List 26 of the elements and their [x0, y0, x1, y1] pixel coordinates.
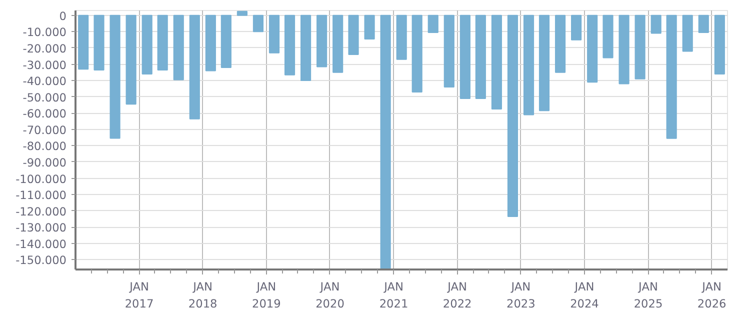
x-tick-label: JAN 2026 [697, 280, 726, 310]
y-tick-label: -10.000 [22, 25, 67, 40]
x-tick-label: JAN 2019 [252, 280, 281, 310]
y-tick-label: -130.000 [16, 220, 67, 235]
x-tick-label: JAN 2022 [442, 280, 472, 310]
x-tick-label: JAN 2021 [379, 280, 408, 310]
y-tick-label: -50.000 [22, 90, 67, 104]
x-tick-label: JAN 2023 [506, 280, 536, 310]
y-tick-label: -20.000 [22, 41, 67, 56]
y-tick-label: -70.000 [22, 122, 67, 137]
y-tick-label: -40.000 [22, 74, 67, 88]
y-tick-label: 0 [59, 8, 67, 23]
y-tick-label: -150.000 [16, 253, 67, 268]
y-tick-label: -90.000 [22, 155, 67, 170]
y-tick-label: -100.000 [16, 172, 67, 186]
x-tick-label: JAN 2025 [634, 280, 663, 310]
y-tick-label: -60.000 [22, 106, 67, 121]
y-tick-label: -140.000 [16, 236, 67, 251]
y-tick-label: -30.000 [22, 58, 67, 72]
x-tick-label: JAN 2018 [188, 280, 218, 310]
y-tick-label: -120.000 [16, 204, 67, 218]
x-tick-label: JAN 2017 [124, 280, 154, 310]
y-tick-label: -80.000 [22, 139, 67, 154]
y-tick-label: -110.000 [16, 188, 67, 202]
x-tick-label: JAN 2024 [570, 280, 599, 310]
x-tick-label: JAN 2020 [316, 280, 344, 310]
